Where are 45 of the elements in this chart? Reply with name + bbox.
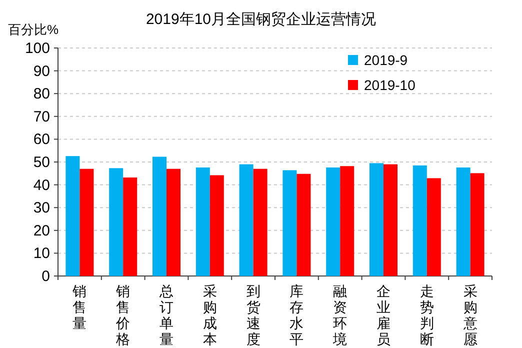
x-tick-label: 采购成本 <box>202 283 217 347</box>
y-tick-label: 10 <box>33 245 50 262</box>
bar <box>253 168 268 276</box>
bar <box>109 168 124 276</box>
bar <box>426 178 441 276</box>
x-tick-label: 走势判断 <box>420 283 434 347</box>
legend-label: 2019-10 <box>364 77 416 93</box>
bar <box>456 167 470 276</box>
bar <box>166 168 180 276</box>
x-tick-label: 总订单量 <box>158 283 174 347</box>
x-tick-label: 销售量 <box>72 283 87 331</box>
y-tick-label: 0 <box>42 268 50 285</box>
chart-title: 2019年10月全国钢贸企业运营情况 <box>146 11 376 28</box>
bar <box>239 164 254 276</box>
y-tick-label: 90 <box>33 62 50 80</box>
y-tick-label: 50 <box>33 154 50 171</box>
x-tick-label: 到货速度 <box>246 283 260 347</box>
x-tick-label: 库存水平 <box>290 283 304 347</box>
bar <box>152 156 166 276</box>
bar <box>123 178 138 276</box>
x-tick-label: 企业雇员 <box>376 283 390 347</box>
bar <box>384 164 398 276</box>
legend-label: 2019-9 <box>364 52 408 68</box>
bar <box>370 163 384 276</box>
y-tick-label: 40 <box>33 176 50 194</box>
bar <box>340 166 354 276</box>
bar <box>282 170 297 276</box>
y-tick-label: 80 <box>33 86 50 103</box>
bar <box>412 165 427 276</box>
x-tick-label: 采购意愿 <box>462 283 478 347</box>
bar <box>470 173 484 276</box>
y-tick-label: 20 <box>33 222 50 240</box>
y-tick-label: 100 <box>24 40 50 57</box>
y-tick-label: 30 <box>33 200 50 217</box>
y-tick-label: 70 <box>33 108 50 126</box>
bar <box>66 156 80 276</box>
x-tick-label: 融资环境 <box>332 283 348 347</box>
bar <box>326 167 340 276</box>
bar <box>210 175 224 276</box>
bar <box>196 167 210 276</box>
x-tick-label: 销售价格 <box>115 283 130 347</box>
bar <box>296 174 311 276</box>
y-axis-title: 百分比% <box>8 22 59 37</box>
bar <box>80 168 94 276</box>
y-tick-label: 60 <box>33 131 50 148</box>
